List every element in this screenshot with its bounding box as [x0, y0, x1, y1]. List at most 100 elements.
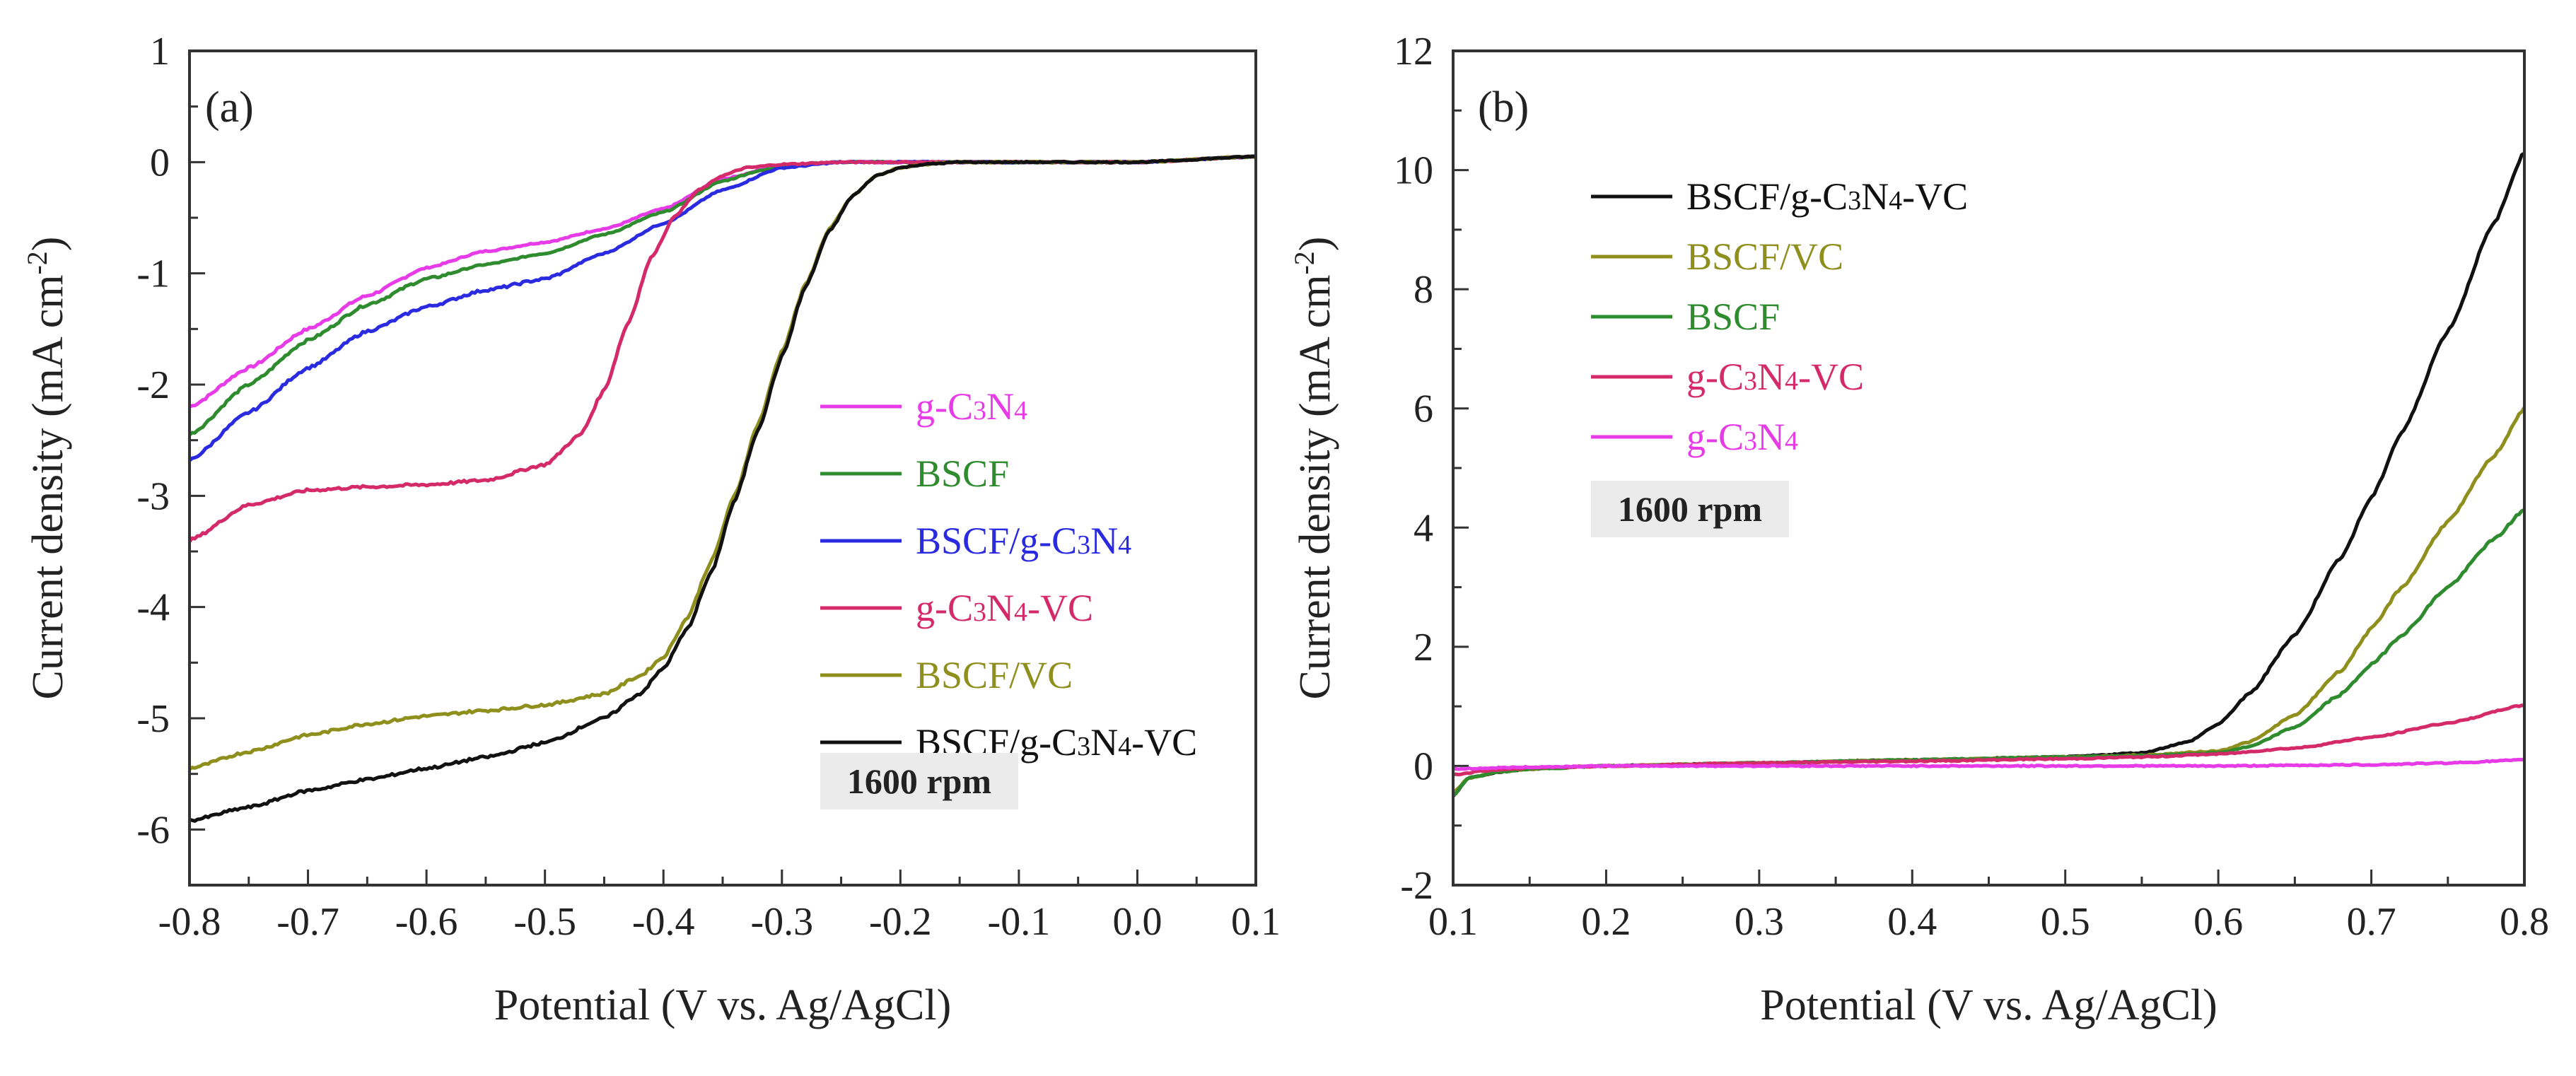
y-axis-label: Current density (mA cm-2) — [21, 237, 72, 700]
y-tick-label: 10 — [1394, 149, 1433, 193]
x-tick-label: 0.2 — [1581, 900, 1631, 944]
legend-label-part: BSCF — [916, 452, 1009, 495]
y-axis-label-main: Current density (mA cm — [1291, 275, 1339, 700]
legend-label-part: 3 — [973, 597, 986, 627]
legend-label-part: N — [1757, 416, 1785, 458]
y-tick-label: -2 — [1400, 864, 1433, 908]
legend-label-part: 3 — [1848, 186, 1861, 216]
legend-label-part: 3 — [1077, 530, 1090, 560]
series-line-bscf-g-c3n4-vc — [190, 154, 1256, 823]
legend-label-part: BSCF — [1686, 296, 1780, 338]
series-line-g-c3n4 — [1453, 757, 2524, 771]
annotation-box — [1591, 481, 1789, 537]
x-tick-label: 0.8 — [2500, 900, 2549, 944]
legend-label-part: N — [1861, 175, 1889, 218]
legend-label-part: 3 — [973, 396, 986, 426]
legend-label-part: 4 — [1785, 426, 1798, 456]
y-tick-label: 0 — [1414, 744, 1433, 788]
legend-label: BSCF — [916, 452, 1009, 495]
y-tick-label: 4 — [1414, 506, 1433, 550]
x-tick-label: 0.7 — [2347, 900, 2396, 944]
legend-label-part: N — [986, 385, 1014, 428]
x-tick-label: -0.1 — [988, 900, 1051, 944]
x-tick-label: -0.4 — [632, 900, 695, 944]
x-tick-label: -0.7 — [276, 900, 339, 944]
legend-label-part: N — [1090, 520, 1118, 562]
legend-label-part: -VC — [1131, 721, 1197, 764]
chart-panel-a: -0.8 -0.7 -0.6 -0.5 -0.4 -0.3 -0.2 -0.1 0.0 0.1 1 0… — [21, 30, 1281, 1029]
legend-label-part: -VC — [1027, 587, 1093, 629]
legend-label-part: N — [1757, 356, 1785, 398]
x-tick-label: 0.1 — [1428, 900, 1478, 944]
legend-label-part: BSCF/g-C — [916, 520, 1077, 562]
legend-label: BSCF/g-C3N4 — [916, 520, 1131, 562]
legend-label-part: 4 — [1889, 186, 1902, 216]
x-tick-label: 0.0 — [1112, 900, 1162, 944]
x-tick-label: 0.3 — [1735, 900, 1784, 944]
x-axis-label: Potential (V vs. Ag/AgCl) — [1760, 981, 2217, 1029]
plot-frame — [188, 49, 1257, 887]
legend-label-part: BSCF/g-C — [1686, 175, 1848, 218]
legend-label-part: 3 — [1077, 732, 1090, 761]
y-tick-label: 6 — [1414, 387, 1433, 431]
y-tick-label: 8 — [1414, 268, 1433, 312]
legend-label-part: 4 — [1014, 396, 1027, 426]
legend-label-part: BSCF/VC — [1686, 235, 1843, 278]
legend-label-part: 4 — [1785, 366, 1798, 396]
annotation-box — [820, 753, 1018, 809]
y-tick-label: -6 — [136, 808, 170, 852]
legend-label-part: 3 — [1744, 366, 1757, 396]
legend-label-part: -VC — [1798, 356, 1864, 398]
annotation-text: 1600 rpm — [847, 761, 991, 801]
y-tick-label: 1 — [150, 30, 170, 74]
x-tick-label: 0.6 — [2193, 900, 2243, 944]
y-axis-label-sup: -2 — [21, 251, 53, 274]
annotation-text: 1600 rpm — [1618, 489, 1762, 529]
panel-label: (b) — [1478, 83, 1529, 131]
y-axis-label-sup: -2 — [1288, 251, 1320, 274]
y-tick-label: -2 — [136, 363, 170, 407]
legend-label-part: g-C — [1686, 416, 1744, 458]
legend-label: BSCF — [1686, 296, 1780, 338]
legend-label-part: g-C — [916, 587, 973, 629]
legend-label-part: 4 — [1118, 732, 1131, 761]
legend-label-part: g-C — [916, 385, 973, 428]
x-tick-label: -0.3 — [750, 900, 813, 944]
chart-panel-b: 0.1 0.2 0.3 0.4 0.5 0.6 0.7 0.8 12 10 8 6 4 2 0 -2 BSCF/… — [1288, 30, 2549, 1029]
legend-label-part: N — [1090, 721, 1118, 764]
x-tick-label: -0.8 — [158, 900, 221, 944]
plot-frame — [1452, 49, 2526, 887]
legend-label: BSCF/g-C3N4-VC — [1686, 175, 1968, 218]
y-tick-label: -5 — [136, 697, 170, 741]
y-tick-label: -3 — [136, 474, 170, 518]
legend-label: g-C3N4-VC — [916, 587, 1093, 629]
y-axis-label-close: ) — [1291, 237, 1339, 252]
y-axis-label-close: ) — [24, 237, 72, 252]
y-tick-label: 12 — [1394, 30, 1433, 74]
legend-label-part: 4 — [1014, 597, 1027, 627]
x-tick-label: -0.2 — [869, 900, 932, 944]
x-tick-label: 0.4 — [1887, 900, 1937, 944]
y-axis-label-main: Current density (mA cm — [24, 275, 72, 700]
legend-label-part: 4 — [1118, 530, 1131, 560]
y-tick-label: -4 — [136, 586, 170, 630]
legend-label-part: g-C — [1686, 356, 1744, 398]
legend-label: BSCF/VC — [1686, 235, 1843, 278]
y-tick-label: 0 — [150, 141, 170, 185]
legend-label: BSCF/g-C3N4-VC — [916, 721, 1197, 764]
legend-label-part: 3 — [1744, 426, 1757, 456]
y-tick-label: 2 — [1414, 626, 1433, 669]
legend-label-part: -VC — [1902, 175, 1968, 218]
x-tick-label: 0.5 — [2041, 900, 2090, 944]
legend-label-part: BSCF/VC — [916, 654, 1073, 696]
panel-label: (a) — [205, 83, 254, 131]
x-tick-label: 0.1 — [1231, 900, 1281, 944]
y-axis-label: Current density (mA cm-2) — [1288, 237, 1339, 700]
legend-label: g-C3N4 — [916, 385, 1027, 428]
x-tick-label: -0.5 — [513, 900, 576, 944]
legend-label-part: N — [986, 587, 1014, 629]
legend-label: BSCF/VC — [916, 654, 1073, 696]
y-tick-label: -1 — [136, 252, 170, 296]
